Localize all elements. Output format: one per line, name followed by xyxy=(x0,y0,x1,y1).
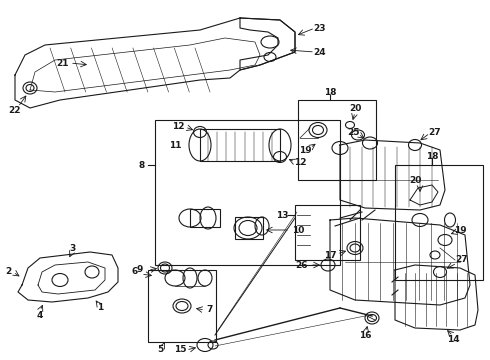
Bar xyxy=(190,209,220,227)
Text: 19: 19 xyxy=(454,225,466,234)
Text: 12: 12 xyxy=(294,158,306,166)
Bar xyxy=(200,129,280,161)
Text: 13: 13 xyxy=(276,211,288,220)
Text: 12: 12 xyxy=(172,122,184,131)
Text: 6: 6 xyxy=(132,267,138,276)
Text: 22: 22 xyxy=(8,105,20,114)
Text: 21: 21 xyxy=(56,59,68,68)
Text: 23: 23 xyxy=(314,23,326,32)
Text: 5: 5 xyxy=(157,346,163,355)
Text: 10: 10 xyxy=(292,225,304,234)
Text: 24: 24 xyxy=(314,48,326,57)
Text: 25: 25 xyxy=(347,127,359,136)
Text: 18: 18 xyxy=(324,87,336,96)
Bar xyxy=(155,120,340,265)
Text: 9: 9 xyxy=(137,266,143,274)
Text: 20: 20 xyxy=(409,176,421,185)
Text: 19: 19 xyxy=(299,145,311,154)
Bar xyxy=(148,270,216,342)
Text: 18: 18 xyxy=(426,152,438,161)
Bar xyxy=(295,205,360,260)
Text: 27: 27 xyxy=(456,256,468,265)
Bar xyxy=(235,217,263,239)
Text: 1: 1 xyxy=(97,303,103,312)
Text: 20: 20 xyxy=(349,104,361,113)
Text: 16: 16 xyxy=(359,332,371,341)
Bar xyxy=(298,100,376,180)
Text: 2: 2 xyxy=(5,267,11,276)
Text: 14: 14 xyxy=(447,336,459,345)
Text: 26: 26 xyxy=(296,261,308,270)
Text: 27: 27 xyxy=(429,127,441,136)
Text: 7: 7 xyxy=(207,306,213,315)
Text: 8: 8 xyxy=(139,161,145,170)
Text: 15: 15 xyxy=(174,346,186,355)
Text: 3: 3 xyxy=(69,243,75,252)
Text: 11: 11 xyxy=(169,140,181,149)
Bar xyxy=(395,165,483,280)
Text: 17: 17 xyxy=(324,251,336,260)
Text: 4: 4 xyxy=(37,310,43,320)
